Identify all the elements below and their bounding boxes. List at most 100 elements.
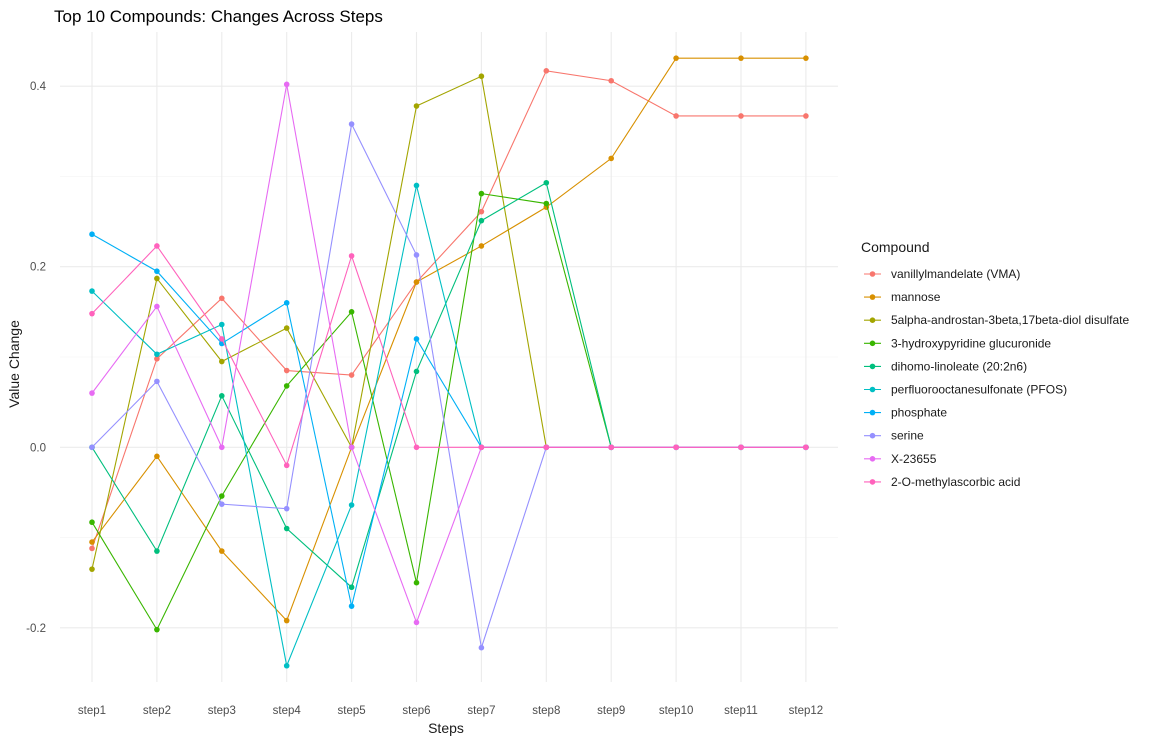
x-axis-title: Steps bbox=[428, 720, 464, 736]
data-point bbox=[219, 444, 225, 451]
data-point bbox=[413, 279, 420, 285]
data-point bbox=[89, 539, 95, 545]
series-group bbox=[89, 68, 809, 552]
data-point bbox=[219, 295, 225, 302]
data-point bbox=[89, 566, 95, 572]
series-group bbox=[89, 190, 809, 633]
x-tick-label: step10 bbox=[659, 705, 694, 717]
data-point bbox=[283, 81, 290, 88]
data-point bbox=[348, 502, 355, 508]
legend-item: phosphate bbox=[864, 406, 947, 420]
legend-key-point bbox=[869, 456, 876, 462]
data-point bbox=[283, 367, 290, 374]
legend-key-point bbox=[869, 409, 876, 416]
data-point bbox=[738, 113, 744, 119]
data-point bbox=[413, 444, 420, 451]
legend-item: vanillylmandelate (VMA) bbox=[864, 267, 1020, 281]
x-tick-label: step12 bbox=[789, 705, 824, 717]
legend-key-point bbox=[869, 271, 876, 277]
x-tick-label: step3 bbox=[208, 705, 236, 717]
y-tick-label: 0.0 bbox=[30, 442, 46, 454]
data-point bbox=[478, 73, 485, 80]
data-point bbox=[478, 444, 485, 451]
legend-label: serine bbox=[891, 429, 924, 443]
data-point bbox=[154, 275, 160, 282]
x-tick-label: step11 bbox=[724, 705, 758, 717]
data-point bbox=[543, 68, 550, 74]
legend-label: vanillylmandelate (VMA) bbox=[891, 267, 1020, 281]
legend-label: phosphate bbox=[891, 406, 947, 420]
series-group bbox=[89, 55, 809, 624]
data-point bbox=[478, 208, 485, 215]
data-point bbox=[673, 444, 679, 451]
data-point bbox=[154, 626, 160, 633]
x-tick-label: step9 bbox=[597, 705, 625, 717]
data-point bbox=[283, 662, 290, 669]
legend-items: vanillylmandelate (VMA) mannose 5alpha-and… bbox=[864, 267, 1129, 489]
data-point bbox=[348, 603, 355, 609]
data-point bbox=[154, 548, 160, 554]
series-group bbox=[89, 231, 809, 609]
legend-item: perfluorooctanesulfonate (PFOS) bbox=[864, 383, 1067, 397]
data-point bbox=[543, 444, 550, 451]
data-point bbox=[673, 113, 679, 119]
y-axis-ticks: -0.2 0.0 0.2 0.4 bbox=[26, 81, 46, 635]
series-line bbox=[91, 70, 806, 549]
x-tick-label: step1 bbox=[78, 705, 106, 717]
legend-key-point bbox=[869, 317, 876, 324]
data-point bbox=[608, 77, 614, 84]
legend-item: serine bbox=[864, 429, 924, 443]
data-point bbox=[89, 519, 95, 526]
data-point bbox=[154, 351, 160, 358]
data-point bbox=[478, 217, 485, 224]
x-tick-label: step4 bbox=[273, 705, 302, 717]
data-point bbox=[219, 393, 225, 399]
data-point bbox=[283, 617, 290, 624]
data-point bbox=[154, 356, 160, 362]
legend-item: 2-O-methylascorbic acid bbox=[864, 475, 1020, 489]
x-tick-label: step8 bbox=[532, 705, 560, 717]
legend-key-point bbox=[869, 386, 876, 393]
legend: Compound vanillylmandelate (VMA) mannose 5… bbox=[861, 239, 1129, 489]
y-tick-label: -0.2 bbox=[26, 623, 46, 635]
data-point bbox=[478, 644, 485, 651]
data-point bbox=[89, 288, 95, 294]
data-point bbox=[413, 368, 420, 375]
data-point bbox=[413, 336, 420, 342]
data-point bbox=[219, 321, 225, 328]
legend-label: X-23655 bbox=[891, 452, 937, 466]
data-point bbox=[543, 200, 550, 207]
series-group bbox=[89, 81, 809, 626]
data-point bbox=[738, 444, 744, 451]
legend-key-point bbox=[869, 479, 876, 485]
x-tick-label: step6 bbox=[402, 705, 430, 717]
data-point bbox=[738, 55, 744, 61]
y-tick-label: 0.4 bbox=[30, 81, 47, 93]
data-point bbox=[283, 383, 290, 389]
y-axis-title: Value Change bbox=[6, 320, 22, 408]
legend-label: 2-O-methylascorbic acid bbox=[891, 475, 1020, 489]
data-point bbox=[348, 309, 355, 315]
grid-lines bbox=[60, 32, 838, 682]
data-point bbox=[154, 303, 160, 310]
legend-item: dihomo-linoleate (20:2n6) bbox=[864, 359, 1027, 373]
data-point bbox=[219, 501, 225, 507]
legend-item: 5alpha-androstan-3beta,17beta-diol disul… bbox=[864, 313, 1129, 327]
legend-label: mannose bbox=[891, 290, 941, 304]
data-point bbox=[803, 444, 809, 451]
data-point bbox=[89, 310, 95, 317]
data-point bbox=[673, 55, 679, 61]
data-point bbox=[89, 390, 95, 396]
data-point bbox=[348, 372, 355, 378]
data-point bbox=[283, 462, 290, 469]
data-point bbox=[89, 545, 95, 552]
data-point bbox=[413, 182, 420, 189]
data-point bbox=[154, 453, 160, 460]
legend-key-point bbox=[869, 340, 876, 347]
series-group bbox=[89, 182, 809, 669]
data-point bbox=[413, 579, 420, 586]
x-tick-label: step5 bbox=[338, 705, 366, 717]
data-point bbox=[348, 121, 355, 127]
data-point bbox=[803, 113, 809, 119]
